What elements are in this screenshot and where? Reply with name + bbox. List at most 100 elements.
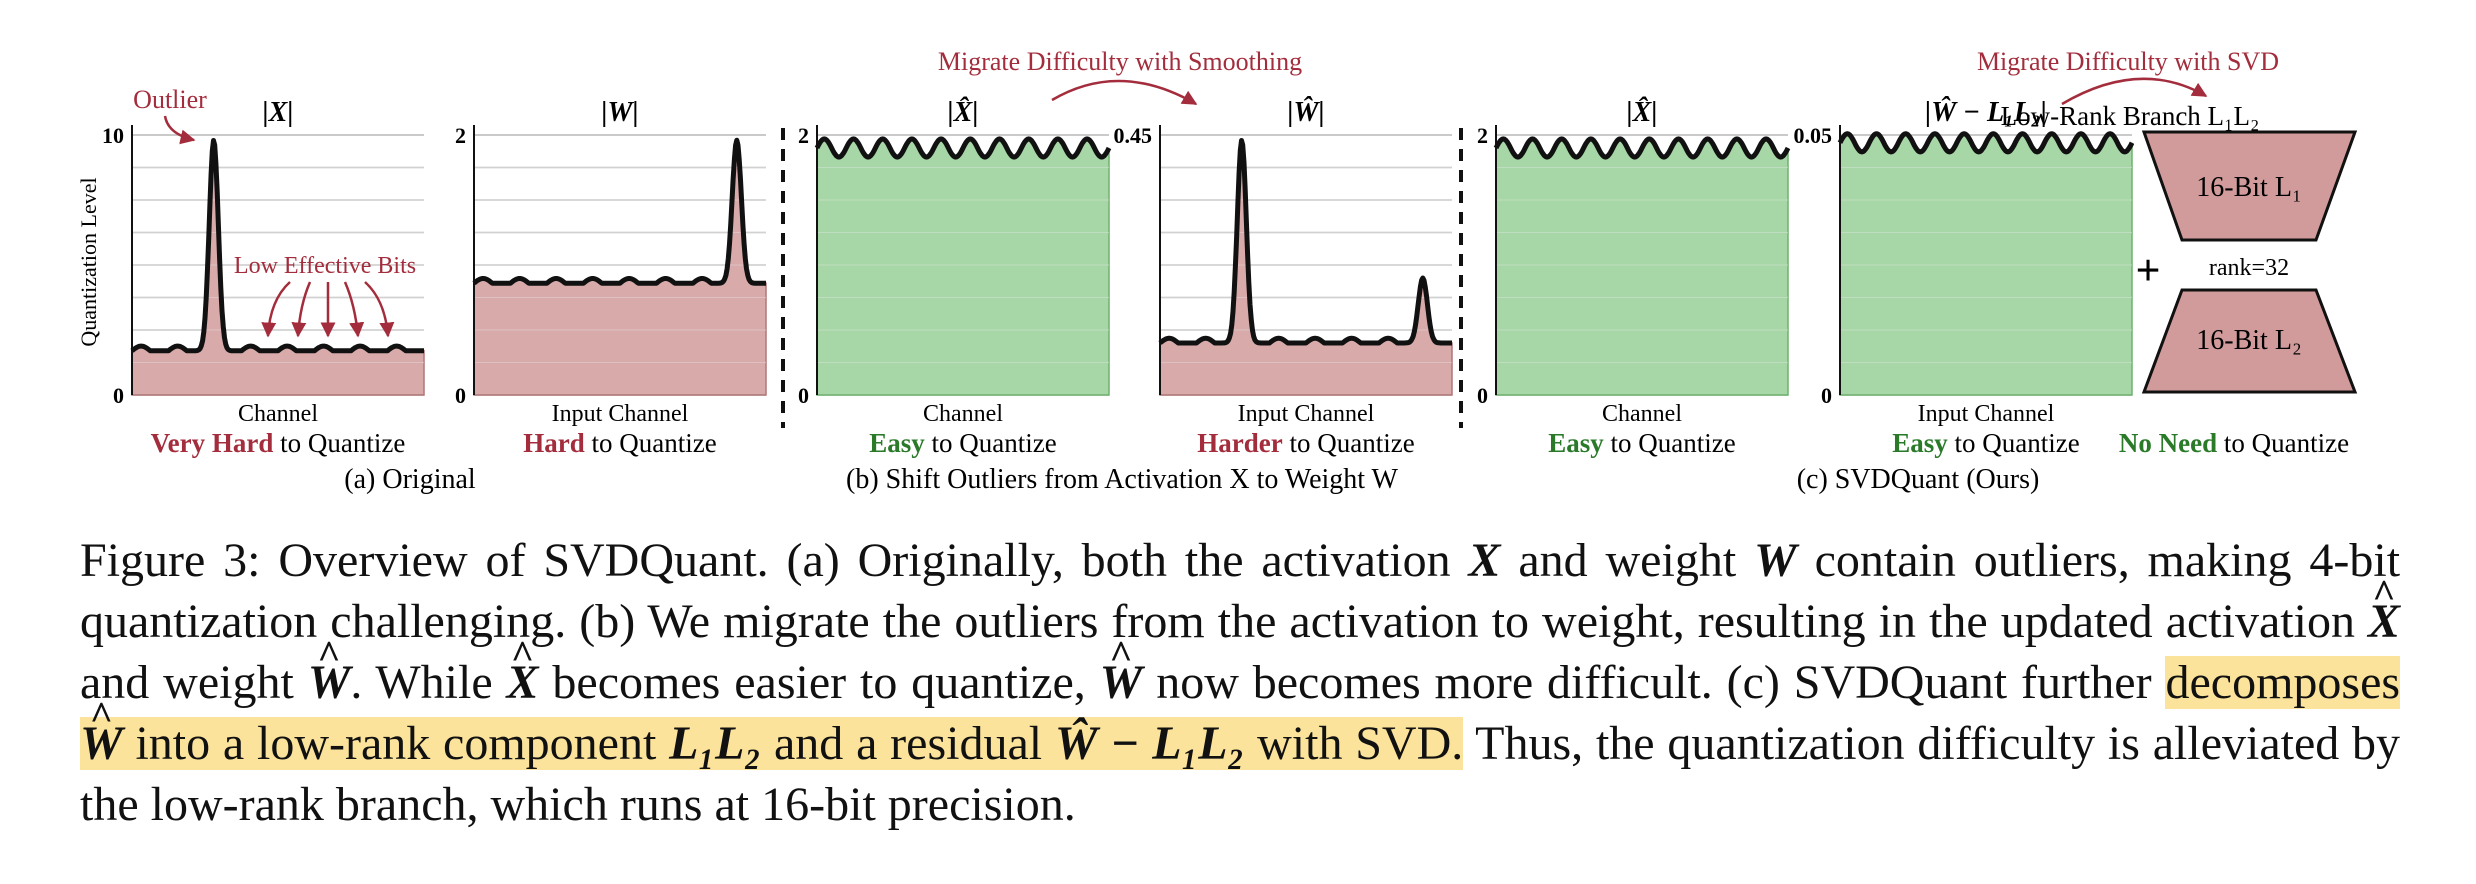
x-axis-label: Input Channel	[1238, 401, 1375, 427]
distribution-curve	[814, 136, 1112, 160]
caption-math-xhat-1: X	[2368, 563, 2400, 652]
caption-math-resid: Ŵ − L₁L₂	[1054, 717, 1245, 770]
difficulty-label: Very Hard to Quantize	[151, 428, 406, 458]
group-label-a: (a) Original	[344, 464, 476, 495]
lowrank-difficulty-word: No Need	[2119, 428, 2217, 458]
migrate-svd-arrow	[2061, 77, 2208, 106]
plus-sign: +	[2135, 246, 2160, 295]
caption-s3: contain outliers, making 4-bit quantizat…	[80, 534, 2401, 648]
migrate-svd-label: Migrate Difficulty with SVD	[1977, 47, 2279, 76]
distribution-curve	[1158, 138, 1454, 346]
outlier-arrow	[163, 115, 196, 145]
difficulty-rest: to Quantize	[273, 428, 405, 458]
lowrank-difficulty-rest: to Quantize	[2217, 428, 2349, 458]
caption-s7: now becomes more difficult. (c) SVDQuant…	[1156, 656, 2152, 709]
x-axis-label: Channel	[1602, 401, 1682, 427]
caption-math-what-3: W	[80, 685, 123, 774]
panel-title: |Ŵ − L₁L₂|	[1925, 96, 2047, 128]
figure-caption: Figure 3: Overview of SVDQuant. (a) Orig…	[80, 530, 2401, 835]
l2-label: 16-Bit L₂	[2196, 325, 2301, 356]
caption-figure-label: Figure 3:	[80, 534, 261, 587]
distribution-area	[1495, 138, 1789, 396]
x-axis-label: Channel	[923, 401, 1003, 427]
caption-hl3: and a residual	[774, 717, 1043, 770]
caption-math-x: X	[1468, 534, 1501, 587]
caption-math-w: W	[1754, 534, 1797, 587]
y-tick-top: 2	[455, 123, 466, 148]
y-tick-top: 2	[1477, 123, 1488, 148]
caption-hl1: decomposes	[2165, 656, 2401, 709]
migrate-smoothing-arrow	[1051, 79, 1198, 106]
y-tick-bottom: 0	[1821, 383, 1832, 408]
caption-hl2: into a low-rank component	[135, 717, 657, 770]
caption-hl4: with SVD.	[1257, 717, 1464, 770]
group-label-b: (b) Shift Outliers from Activation X to …	[846, 464, 1399, 495]
low-rank-branch-title: Low-Rank Branch L₁L₂	[2001, 101, 2260, 131]
difficulty-word: Harder	[1197, 428, 1282, 458]
x-axis-label: Channel	[238, 401, 318, 427]
caption-s8: Thus, the quantization difficulty is all…	[80, 717, 2401, 831]
y-tick-top: 0.05	[1794, 123, 1833, 148]
difficulty-word: Easy	[1548, 428, 1604, 458]
distribution-area	[473, 140, 767, 396]
y-tick-bottom: 0	[455, 383, 466, 408]
difficulty-label: Easy to Quantize	[1892, 428, 2080, 458]
panel-title: |X̂|	[1626, 96, 1657, 128]
panel-title: |Ŵ|	[1287, 96, 1324, 128]
caption-math-what-2: W	[1100, 624, 1143, 713]
difficulty-word: Easy	[869, 428, 925, 458]
y-tick-bottom: 0	[1477, 383, 1488, 408]
distribution-area	[1159, 140, 1453, 396]
y-tick-top: 0.45	[1114, 123, 1153, 148]
outlier-label: Outlier	[133, 85, 207, 114]
difficulty-label: Hard to Quantize	[523, 428, 716, 458]
panel-title: |X|	[262, 97, 293, 128]
difficulty-label: Harder to Quantize	[1197, 428, 1414, 458]
caption-s2: and weight	[1518, 534, 1737, 587]
y-tick-top: 10	[102, 123, 124, 148]
y-axis-label: Quantization Level	[76, 177, 101, 346]
caption-math-what-1: W	[308, 624, 351, 713]
distribution-area	[1839, 132, 2133, 396]
x-axis-label: Input Channel	[552, 401, 689, 427]
distribution-curve	[1837, 131, 2135, 155]
group-label-c: (c) SVDQuant (Ours)	[1797, 464, 2040, 495]
difficulty-word: Very Hard	[151, 428, 274, 458]
rank-label: rank=32	[2209, 255, 2289, 281]
y-tick-top: 2	[798, 123, 809, 148]
caption-s1: Overview of SVDQuant. (a) Originally, bo…	[278, 534, 1451, 587]
caption-math-l1l2: L₁L₂	[669, 717, 762, 770]
low-effective-bits-label: Low Effective Bits	[234, 253, 416, 279]
difficulty-word: Easy	[1892, 428, 1948, 458]
difficulty-label: Easy to Quantize	[1548, 428, 1736, 458]
difficulty-label: Easy to Quantize	[869, 428, 1057, 458]
difficulty-rest: to Quantize	[585, 428, 717, 458]
caption-s6: becomes easier to quantize,	[552, 656, 1086, 709]
x-axis-label: Input Channel	[1918, 401, 2055, 427]
distribution-curve	[130, 138, 426, 354]
distribution-curve	[472, 137, 768, 286]
difficulty-rest: to Quantize	[925, 428, 1057, 458]
caption-s5: . While	[350, 656, 493, 709]
y-tick-bottom: 0	[798, 383, 809, 408]
difficulty-rest: to Quantize	[1604, 428, 1736, 458]
l2-trapezoid	[2141, 288, 2358, 394]
y-tick-bottom: 0	[113, 383, 124, 408]
lowrank-difficulty: No Need to Quantize	[2119, 428, 2349, 458]
difficulty-word: Hard	[523, 428, 585, 458]
l1-trapezoid	[2141, 130, 2358, 242]
panel-title: |X̂|	[947, 96, 978, 128]
l1-label: 16-Bit L₁	[2196, 172, 2301, 203]
caption-math-xhat-2: X	[507, 624, 539, 713]
distribution-curve	[1493, 136, 1791, 160]
panel-title: |W|	[601, 97, 638, 128]
difficulty-rest: to Quantize	[1283, 428, 1415, 458]
difficulty-rest: to Quantize	[1948, 428, 2080, 458]
distribution-area	[816, 138, 1110, 396]
